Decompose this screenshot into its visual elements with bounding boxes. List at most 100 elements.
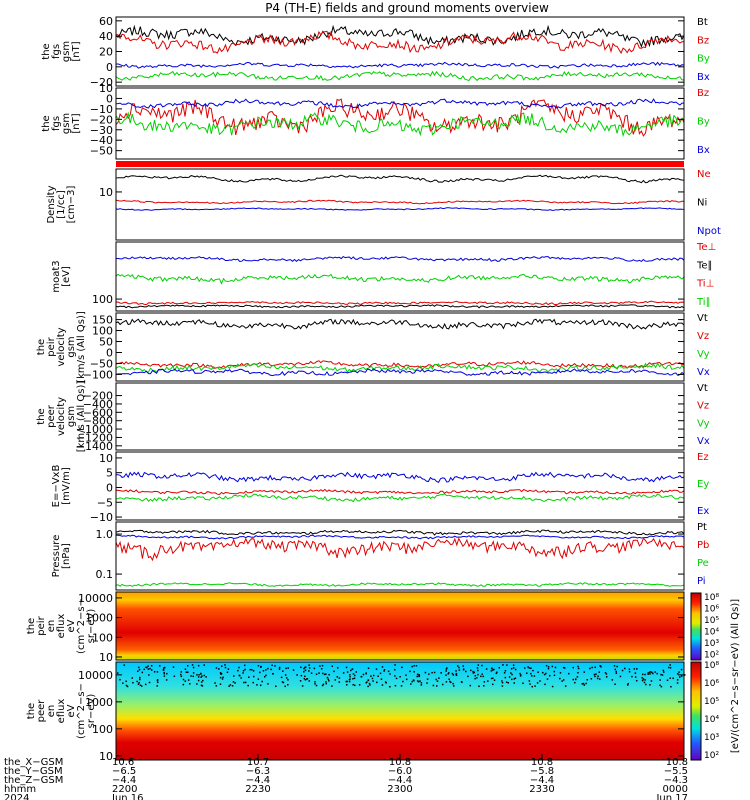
x-tick-label: Jun 17 (655, 793, 688, 800)
series-line-green (115, 362, 685, 374)
legend-entry: Pi (697, 576, 706, 587)
y-axis-label: eflux (56, 699, 67, 724)
x-tick-label: 10.8 (389, 757, 411, 768)
y-axis-label: eflux (56, 614, 67, 639)
legend-entry: Vz (697, 401, 709, 412)
y-axis-label: peir (36, 615, 47, 635)
y-tick-label: 1000 (85, 696, 113, 709)
legend-entry: Vx (697, 436, 710, 447)
x-tick-label: 10.7 (247, 757, 269, 768)
x-row-label: 2024 (4, 793, 29, 800)
series-line-blue (115, 471, 685, 483)
x-row-label: the_X−GSM (4, 757, 63, 768)
panel-frame (115, 382, 685, 451)
y-tick-label: 100 (92, 293, 113, 306)
y-axis-label: sr−eV) (86, 694, 97, 729)
panel-frame (115, 241, 685, 312)
y-axis-label: [mV/m] (61, 467, 72, 505)
legend-entry: Pb (697, 540, 709, 551)
colorbar-tick-label: 10⁴ (704, 715, 719, 725)
colorbar-lower (690, 661, 702, 761)
legend-entry: Ex (697, 506, 709, 517)
legend-entry: Te⊥ (696, 242, 716, 253)
y-tick-label: −600 (83, 406, 113, 419)
x-tick-label: −6.0 (388, 766, 412, 777)
panel-peir-spectrogram: 10000 1000 100 10 the peir en eflux eV (cm^2−s− sr… (26, 591, 685, 664)
legend-entry: Vt (697, 313, 708, 324)
legend-entry: Te∥ (696, 260, 713, 271)
series-line-green (115, 70, 685, 82)
panel-efield: 10 50 −5 −10 E=−VxB [mV/m] Ez Ey Ex (51, 451, 709, 524)
series-line-red (115, 199, 685, 205)
series-line-black (115, 318, 685, 330)
y-axis-label: (cm^2−s− (76, 683, 87, 739)
y-tick-label: 40 (99, 30, 113, 43)
y-axis-label: [nT] (71, 41, 82, 61)
legend-entry: Bt (697, 17, 708, 28)
y-tick-label: 10 (99, 186, 113, 199)
series-line-red (115, 360, 685, 369)
y-tick-label: 20 (99, 46, 113, 59)
x-tick-label: −4.4 (112, 775, 136, 786)
series-line-black (115, 304, 685, 309)
panel-frame (115, 168, 685, 241)
y-axis-label: fgs (51, 116, 62, 131)
y-tick-label: −5 (97, 496, 113, 509)
y-tick-label: −20 (90, 113, 113, 126)
series-line-red (115, 488, 685, 496)
series-line-red (115, 98, 685, 137)
y-tick-label: 10000 (78, 592, 113, 605)
series-line-green (115, 493, 685, 503)
legend-entry: Ti∥ (696, 297, 711, 308)
y-axis-label: eV (66, 704, 77, 717)
series-line-red (115, 300, 685, 306)
x-tick-label: Jun 16 (111, 793, 144, 800)
x-tick-label: 2330 (529, 784, 554, 795)
y-tick-label: 10 (99, 750, 113, 763)
series-line-blue (115, 255, 685, 263)
x-tick-label: −4.4 (388, 775, 412, 786)
y-axis-label: gsm (61, 113, 72, 134)
legend-entry: Vz (697, 331, 709, 342)
colorbar-tick-label: 10⁶ (704, 605, 719, 615)
x-row-label: the_Z−GSM (4, 775, 63, 786)
y-tick-label: 10 (99, 452, 113, 465)
x-tick-label: −6.5 (112, 766, 136, 777)
x-tick-label: 0000 (663, 784, 688, 795)
x-tick-label: 10.6 (112, 757, 134, 768)
series-line-green (115, 273, 685, 285)
y-axis-label: peer (36, 699, 47, 723)
y-tick-label: −10 (90, 103, 113, 116)
y-tick-label: −50 (90, 357, 113, 370)
y-tick-label: −200 (83, 390, 113, 403)
colorbar-upper (690, 592, 702, 661)
legend-entry: Vx (697, 367, 710, 378)
y-tick-label: −10 (90, 511, 113, 524)
y-tick-label: −20 (90, 76, 113, 89)
y-axis-label: fgs (51, 44, 62, 59)
series-line-black (115, 174, 685, 184)
y-axis-label: E=−VxB (51, 465, 62, 508)
chart-title: P4 (TH-E) fields and ground moments over… (265, 1, 549, 15)
y-axis-label: en (46, 705, 57, 718)
y-axis-label: peir (46, 336, 57, 356)
colorbar-tick-label: 10³ (704, 639, 719, 649)
panel-frame (115, 312, 685, 382)
y-axis-label: en (46, 620, 57, 633)
y-tick-label: 5 (106, 467, 113, 480)
spectrogram-image (116, 662, 684, 760)
y-axis-label: [eV] (61, 266, 72, 287)
panel-frame (115, 591, 685, 661)
legend-entry: Vy (697, 349, 710, 360)
y-axis-label: moat3 (51, 260, 62, 292)
y-tick-label: −40 (90, 134, 113, 147)
x-tick-label: 2230 (245, 784, 270, 795)
panel-frame (115, 521, 685, 591)
panel-fgs-gsm-zoom: 100−10−20−30−40−50 the fgs gsm [nT] Bz By Bx (41, 82, 710, 160)
y-axis-label: (cm^2−s− (76, 598, 87, 654)
y-tick-label: −100 (83, 368, 113, 381)
y-tick-label: 10 (99, 82, 113, 95)
panel-frame (115, 451, 685, 521)
